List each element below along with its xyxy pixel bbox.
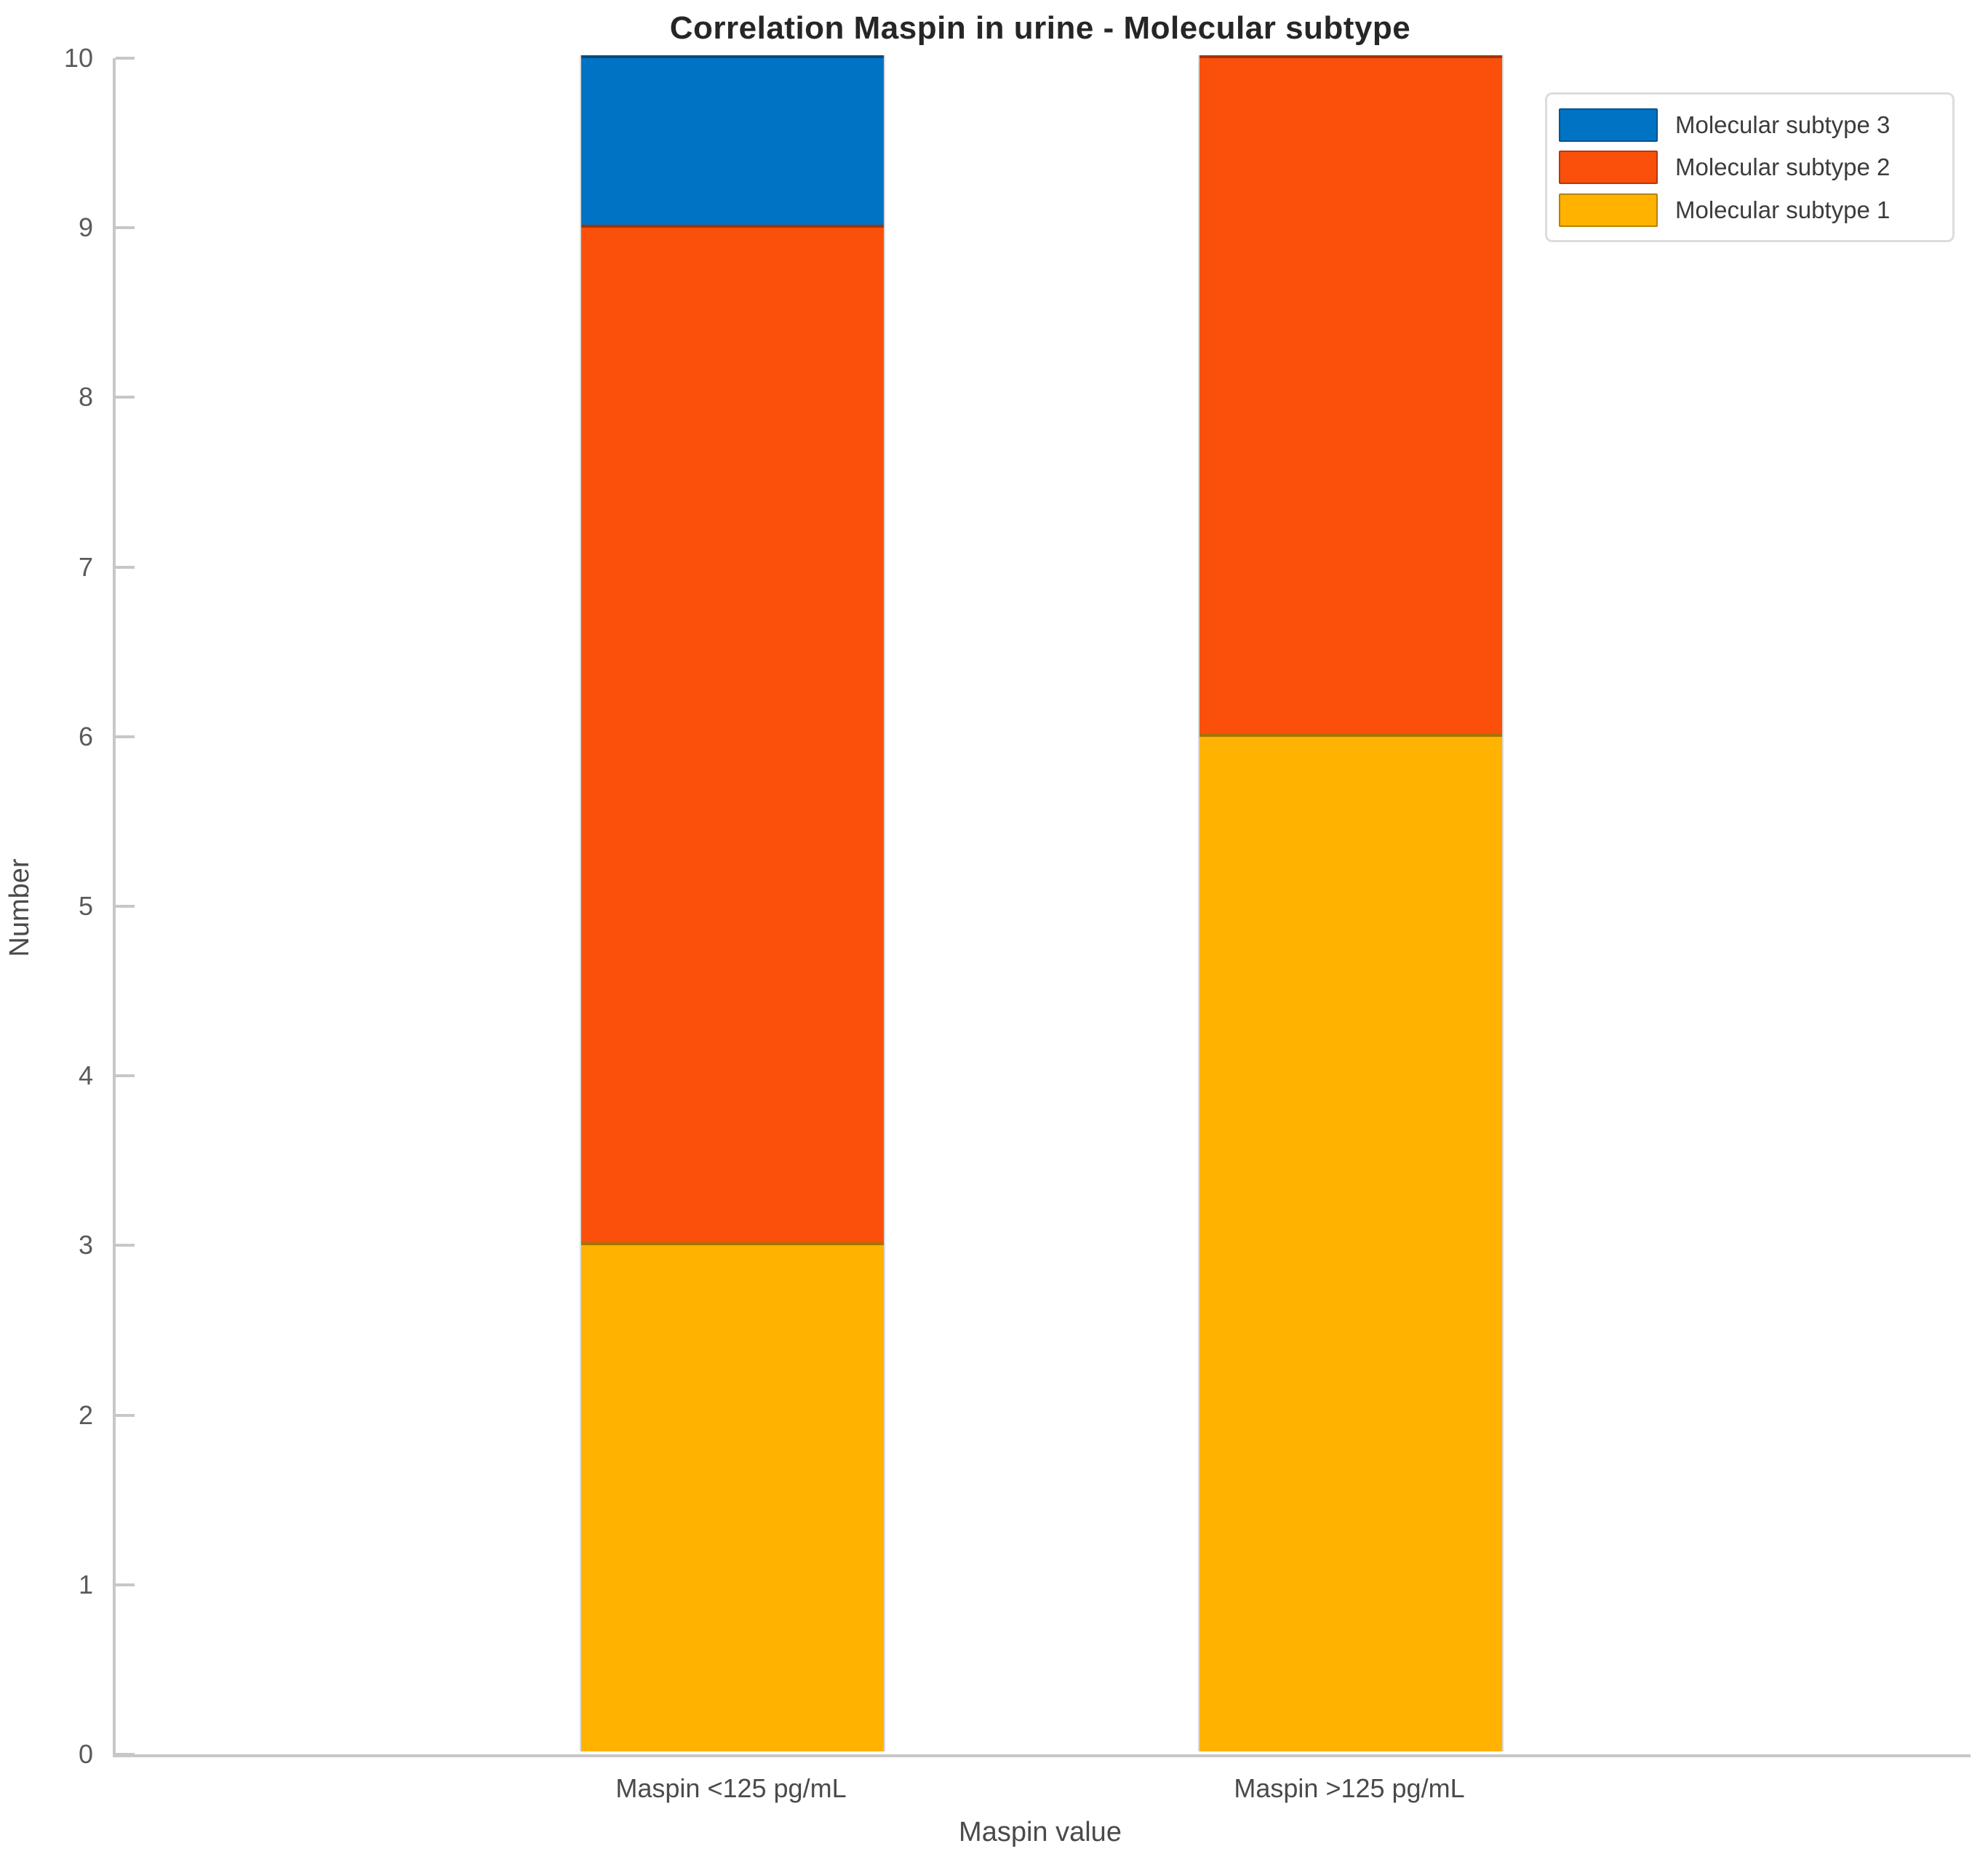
y-tick-label: 0 bbox=[78, 1739, 93, 1769]
y-tick-mark bbox=[116, 1074, 135, 1078]
plot-area bbox=[113, 55, 1971, 1757]
y-tick-mark bbox=[116, 905, 135, 908]
legend-swatch bbox=[1559, 193, 1658, 227]
y-tick-mark bbox=[116, 396, 135, 399]
bar-segment bbox=[581, 225, 884, 1243]
y-tick-label: 9 bbox=[78, 212, 93, 243]
y-tick-label: 7 bbox=[78, 551, 93, 582]
y-tick-mark bbox=[116, 1583, 135, 1586]
legend-label: Molecular subtype 1 bbox=[1675, 196, 1891, 223]
legend-swatch bbox=[1559, 108, 1658, 142]
y-tick-label: 3 bbox=[78, 1230, 93, 1260]
x-tick-label: Maspin >125 pg/mL bbox=[1234, 1773, 1465, 1803]
legend-row: Molecular subtype 1 bbox=[1547, 193, 1952, 227]
legend: Molecular subtype 3 Molecular subtype 2 Mo… bbox=[1545, 92, 1955, 242]
y-tick-label: 5 bbox=[78, 891, 93, 921]
x-axis-label: Maspin value bbox=[959, 1817, 1122, 1847]
x-tick-label: Maspin <125 pg/mL bbox=[615, 1773, 847, 1803]
y-axis-line bbox=[113, 58, 116, 1757]
bar-segment bbox=[1199, 733, 1502, 1751]
y-tick-mark bbox=[116, 1753, 135, 1756]
y-tick-label: 8 bbox=[78, 382, 93, 412]
y-tick-mark bbox=[116, 57, 135, 60]
bar-segment bbox=[1199, 55, 1502, 734]
y-tick-label: 4 bbox=[78, 1060, 93, 1091]
y-tick-mark bbox=[116, 226, 135, 230]
y-tick-mark bbox=[116, 1244, 135, 1247]
y-tick-mark bbox=[116, 735, 135, 738]
y-tick-label: 10 bbox=[63, 43, 93, 73]
bar-segment bbox=[581, 55, 884, 225]
y-tick-mark bbox=[116, 1413, 135, 1417]
bar-segment bbox=[581, 1242, 884, 1751]
legend-row: Molecular subtype 2 bbox=[1547, 151, 1952, 184]
y-tick-label: 6 bbox=[78, 721, 93, 751]
legend-row: Molecular subtype 3 bbox=[1547, 108, 1952, 142]
stacked-bar bbox=[580, 55, 885, 1751]
legend-label: Molecular subtype 2 bbox=[1675, 153, 1891, 180]
chart-title: Correlation Maspin in urine - Molecular … bbox=[669, 10, 1411, 46]
legend-swatch bbox=[1559, 151, 1658, 184]
x-axis-line bbox=[113, 1754, 1971, 1757]
stacked-bar bbox=[1198, 55, 1504, 1751]
y-tick-label: 2 bbox=[78, 1399, 93, 1430]
y-tick-label: 1 bbox=[78, 1569, 93, 1599]
y-tick-mark bbox=[116, 565, 135, 569]
legend-label: Molecular subtype 3 bbox=[1675, 111, 1891, 138]
